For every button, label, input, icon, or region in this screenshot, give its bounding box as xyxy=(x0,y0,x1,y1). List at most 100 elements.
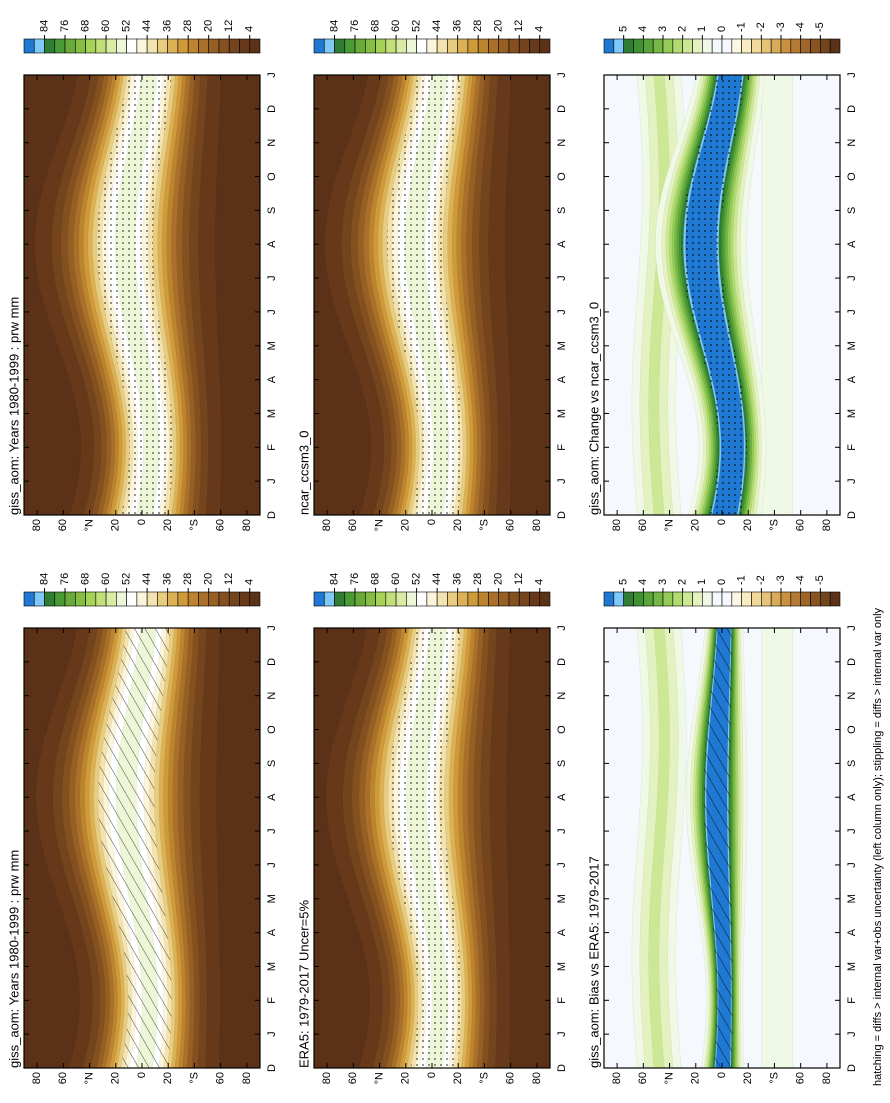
y-tick-label: °S xyxy=(768,1072,780,1084)
colorbar-label: 52 xyxy=(121,20,133,32)
colorbar-box xyxy=(44,38,56,54)
x-tick-label: J xyxy=(556,309,568,315)
x-tick-label: O xyxy=(556,172,568,181)
colorbar-label: 20 xyxy=(203,20,215,32)
contour-field xyxy=(24,628,260,1068)
colorbar-box xyxy=(820,38,831,54)
colorbar-label: 12 xyxy=(513,573,525,585)
x-tick-label: A xyxy=(556,928,568,936)
y-tick-label: 60 xyxy=(795,519,807,531)
x-tick-label: A xyxy=(846,375,858,383)
x-tick-label: J xyxy=(266,625,278,631)
x-tick-label: M xyxy=(556,894,568,903)
y-tick-label: 0 xyxy=(136,519,148,525)
colorbar-box xyxy=(116,591,127,607)
colorbar-box xyxy=(416,591,428,607)
colorbar-label: 60 xyxy=(390,573,402,585)
panel-title: giss_aom: Years 1980-1999 : prw mm xyxy=(6,297,21,515)
colorbar-box xyxy=(54,591,66,607)
y-tick-label: 80 xyxy=(821,519,833,531)
colorbar-box xyxy=(643,38,654,54)
footnote: hatching = diffs > internal var+obs unce… xyxy=(872,607,884,1086)
colorbar-box xyxy=(780,38,792,54)
colorbar-box xyxy=(652,38,664,54)
colorbar-label: -5 xyxy=(814,22,826,32)
x-tick-label: O xyxy=(556,725,568,734)
colorbar-label: 4 xyxy=(244,26,256,32)
panel-title: ncar_ccsm3_0 xyxy=(296,430,311,515)
x-tick-label: J xyxy=(266,478,278,484)
y-tick-label: 80 xyxy=(321,519,333,531)
x-tick-label: A xyxy=(266,793,278,801)
contour-field xyxy=(604,628,840,1068)
colorbar-box xyxy=(751,38,762,54)
colorbar-box xyxy=(457,591,469,607)
colorbar-label: -1 xyxy=(736,575,748,585)
x-tick-label: M xyxy=(846,341,858,350)
colorbar-label: 84 xyxy=(38,20,50,32)
x-tick-label: N xyxy=(556,692,568,700)
colorbar-box xyxy=(457,38,469,54)
colorbar-box xyxy=(85,591,97,607)
colorbar-label: -3 xyxy=(775,575,787,585)
colorbar-box xyxy=(721,38,733,54)
x-tick-label: F xyxy=(556,997,568,1004)
y-tick-label: °S xyxy=(188,519,200,531)
y-tick-label: 20 xyxy=(742,519,754,531)
x-tick-label: D xyxy=(556,658,568,666)
x-tick-label: A xyxy=(556,240,568,248)
hatching xyxy=(703,628,733,1068)
colorbar-box xyxy=(780,591,792,607)
colorbar-label: 4 xyxy=(244,579,256,585)
colorbar-box xyxy=(790,591,801,607)
colorbar-box xyxy=(75,38,86,54)
colorbar-label: 36 xyxy=(452,20,464,32)
colorbar-box xyxy=(354,591,366,607)
colorbar-label: 5 xyxy=(618,26,630,32)
x-tick-label: A xyxy=(556,375,568,383)
x-tick-label: J xyxy=(846,828,858,834)
colorbar-box xyxy=(136,591,148,607)
colorbar-label: 20 xyxy=(203,573,215,585)
x-tick-label: D xyxy=(846,1064,858,1072)
y-tick-label: 0 xyxy=(716,519,728,525)
x-tick-label: J xyxy=(556,1031,568,1037)
colorbar-label: 2 xyxy=(677,26,689,32)
y-tick-label: 80 xyxy=(611,519,623,531)
colorbar-box xyxy=(126,38,138,54)
colorbar-box xyxy=(126,591,138,607)
colorbar-label: -2 xyxy=(755,22,767,32)
colorbar-box xyxy=(613,591,624,607)
contour-field xyxy=(314,628,550,1068)
y-tick-label: 20 xyxy=(452,519,464,531)
x-tick-label: J xyxy=(846,478,858,484)
y-tick-label: °S xyxy=(478,1072,490,1084)
colorbar-box xyxy=(447,38,458,54)
contour-field xyxy=(314,75,550,515)
colorbar-label: 68 xyxy=(79,573,91,585)
colorbar-box xyxy=(136,38,148,54)
y-tick-label: 0 xyxy=(426,519,438,525)
colorbar-box xyxy=(313,591,325,607)
colorbar-box xyxy=(652,591,664,607)
colorbar-label: 0 xyxy=(716,26,728,32)
colorbar-box xyxy=(790,38,801,54)
colorbar-box xyxy=(682,591,693,607)
y-tick-label: °S xyxy=(478,519,490,531)
colorbar-box xyxy=(64,38,76,54)
colorbar-label: 4 xyxy=(637,579,649,585)
colorbar-box xyxy=(249,591,261,607)
colorbar-label: 4 xyxy=(637,26,649,32)
panel: giss_aom: Change vs ncar_ccsm3_080 60 °N 20… xyxy=(586,22,857,531)
x-tick-label: F xyxy=(266,997,278,1004)
colorbar-box xyxy=(334,38,346,54)
colorbar-box xyxy=(334,591,346,607)
colorbar-box xyxy=(228,591,240,607)
y-tick-label: 20 xyxy=(742,1072,754,1084)
y-tick-label: 60 xyxy=(347,1072,359,1084)
y-tick-label: 60 xyxy=(637,519,649,531)
colorbar-label: 84 xyxy=(328,20,340,32)
x-tick-label: J xyxy=(266,862,278,868)
y-tick-label: 20 xyxy=(400,519,412,531)
x-tick-label: J xyxy=(266,828,278,834)
